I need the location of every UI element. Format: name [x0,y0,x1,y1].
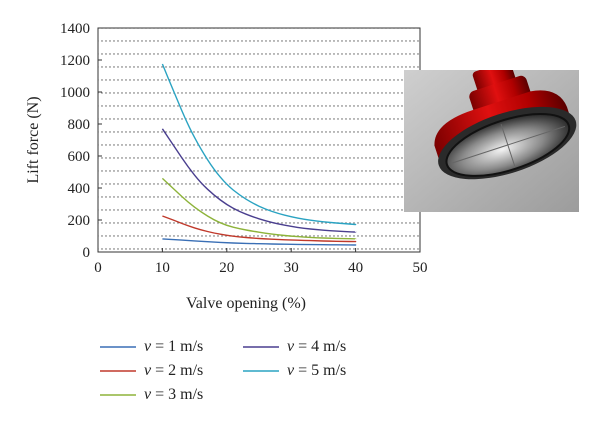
x-tick-label: 50 [413,260,428,276]
legend-variable: v [144,338,152,355]
x-tick-label: 20 [219,260,234,276]
y-tick-label: 200 [68,213,91,229]
legend-variable: v [144,362,152,379]
x-tick-label: 40 [348,260,363,276]
legend-label-4: v = 4 m/s [287,338,346,355]
x-axis-title: Valve opening (%) [186,295,306,312]
series-line-3 [161,177,357,240]
x-tick-label: 30 [284,260,299,276]
series-line-1 [162,238,357,246]
x-tick-label: 0 [94,260,102,276]
plot-area [97,27,421,253]
y-axis-title: Lift force (N) [25,96,42,183]
axis-ticks: 0 10 20 30 40 50 0 200 400 600 800 1000 1200 1400 [60,21,428,276]
legend-value: = 5 m/s [294,362,346,379]
series-line-2 [162,215,357,243]
legend-label-2: v = 2 m/s [144,362,203,379]
series-lines [161,63,357,246]
legend-variable: v [287,362,295,379]
y-tick-label: 800 [68,117,91,133]
y-tick-label: 600 [68,149,91,165]
y-tick-label: 0 [83,245,91,261]
series-line-5 [161,63,357,226]
legend-label-3: v = 3 m/s [144,386,203,403]
y-tick-label: 400 [68,181,91,197]
legend-value: = 1 m/s [151,338,203,355]
legend: v = 1 m/sv = 2 m/sv = 3 m/sv = 4 m/sv = … [100,338,346,403]
y-tick-label: 1000 [60,85,90,101]
legend-variable: v [287,338,295,355]
legend-variable: v [144,386,152,403]
legend-value: = 3 m/s [151,386,203,403]
legend-value: = 4 m/s [294,338,346,355]
y-tick-label: 1200 [60,53,90,69]
legend-label-1: v = 1 m/s [144,338,203,355]
series-line-4 [161,128,357,233]
x-tick-label: 10 [155,260,170,276]
legend-label-5: v = 5 m/s [287,362,346,379]
legend-value: = 2 m/s [151,362,203,379]
dotted-grid [98,28,420,252]
valve-cap-illustration [404,61,579,212]
y-tick-label: 1400 [60,21,90,37]
valve-cap-image [404,61,579,212]
